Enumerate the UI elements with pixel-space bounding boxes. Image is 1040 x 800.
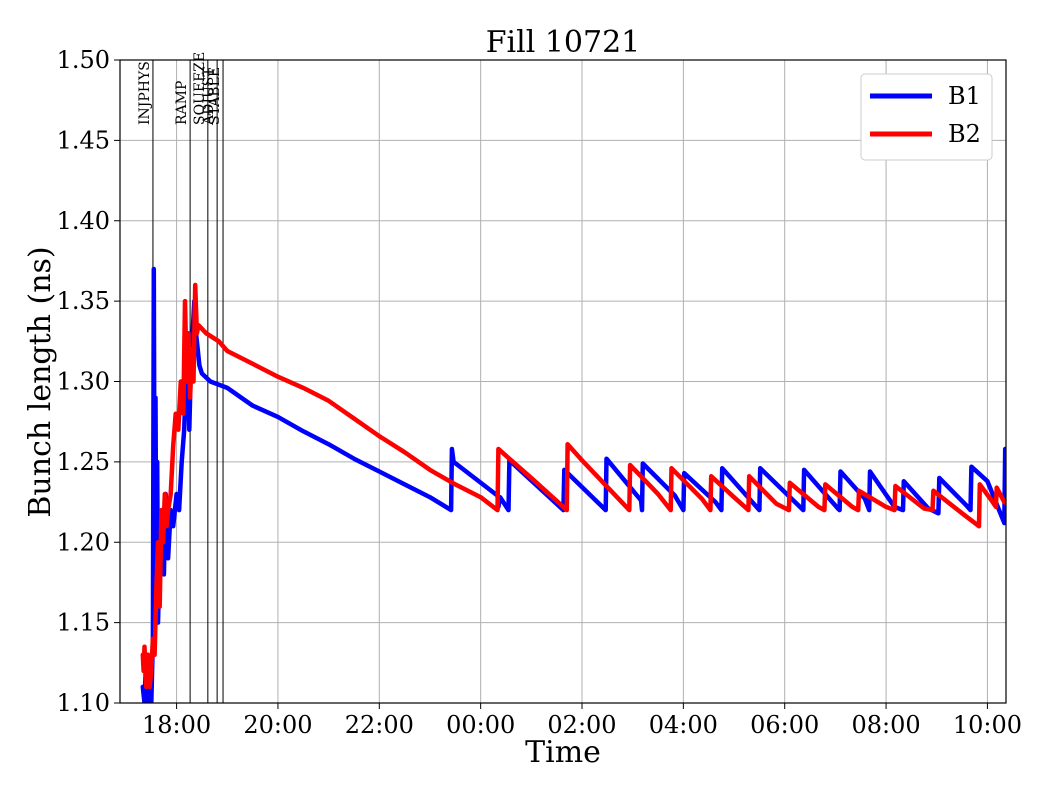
x-tick-label: 08:00 (851, 711, 920, 739)
x-tick-label: 04:00 (649, 711, 718, 739)
y-tick-label: 1.15 (57, 609, 110, 637)
legend-label-b2: B2 (948, 120, 981, 148)
phase-label-stable: STABLE (207, 67, 223, 125)
y-tick-label: 1.35 (57, 287, 110, 315)
x-tick-label: 10:00 (953, 711, 1022, 739)
phase-label-squeeze: SQUEEZE (192, 52, 208, 125)
x-axis-title: Time (525, 735, 601, 770)
series-line-b2 (140, 282, 1006, 690)
series-line-b1 (140, 266, 1006, 703)
phase-label-adjust: ADJUST (201, 67, 217, 126)
series (140, 266, 1006, 703)
chart-title: Fill 10721 (486, 25, 641, 60)
legend-label-b1: B1 (948, 82, 981, 110)
y-tick-label: 1.50 (57, 46, 110, 74)
y-tick-label: 1.10 (57, 689, 110, 717)
y-tick-label: 1.20 (57, 528, 110, 556)
ticks: 1.10 1.15 1.20 1.25 1.30 1.35 1.40 1.45 1.50 18:0… (57, 46, 1022, 739)
phase-label-injphys: INJPHYS (137, 61, 153, 125)
y-tick-label: 1.30 (57, 368, 110, 396)
x-tick-label: 22:00 (345, 711, 414, 739)
phase-label-ramp: RAMP (174, 81, 190, 125)
y-tick-label: 1.40 (57, 207, 110, 235)
x-tick-label: 20:00 (243, 711, 312, 739)
y-axis-title: Bunch length (ns) (23, 246, 58, 517)
x-tick-label: 02:00 (547, 711, 616, 739)
x-tick-label: 06:00 (750, 711, 819, 739)
y-tick-label: 1.45 (57, 126, 110, 154)
y-tick-label: 1.25 (57, 448, 110, 476)
x-tick-label: 00:00 (446, 711, 515, 739)
legend: B1 B2 (860, 73, 993, 161)
x-tick-label: 18:00 (142, 711, 211, 739)
